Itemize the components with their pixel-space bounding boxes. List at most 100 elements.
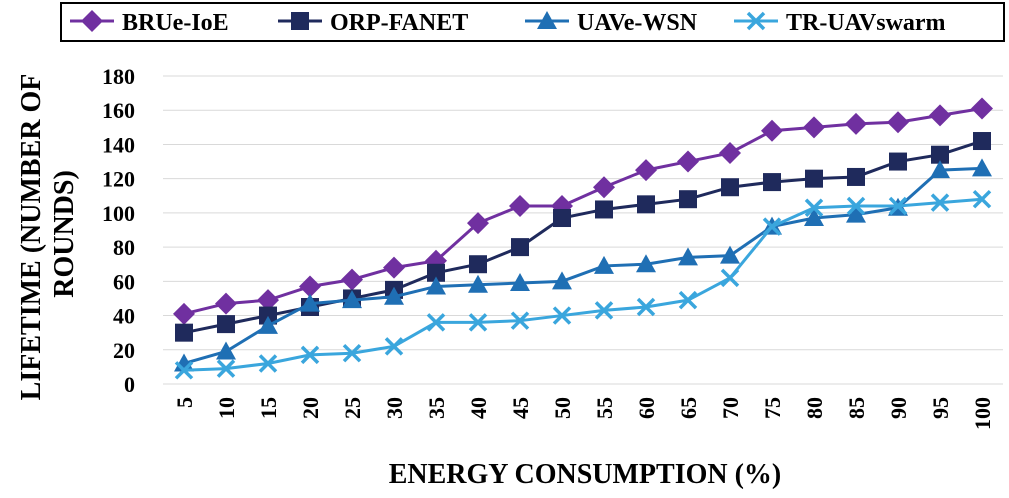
data-point [259, 306, 277, 325]
data-point [174, 361, 194, 380]
x-tick-label: 60 [634, 397, 659, 419]
data-point [593, 176, 615, 199]
data-point [510, 311, 530, 330]
data-point [971, 97, 993, 120]
x-tick-label: 25 [340, 397, 365, 419]
data-point [509, 195, 531, 218]
data-point [804, 198, 824, 217]
data-point [846, 196, 866, 216]
y-tick-label: 100 [102, 201, 135, 226]
data-point [677, 150, 699, 173]
y-tick-label: 120 [102, 167, 135, 192]
data-point [467, 212, 489, 235]
y-tick-label: 80 [113, 235, 135, 260]
data-point [383, 256, 405, 279]
legend-item: BRUe-IoE [70, 10, 229, 36]
data-point [215, 292, 237, 315]
x-tick-label: 20 [298, 397, 323, 419]
x-tick-label: 35 [424, 397, 449, 419]
y-tick-label: 160 [102, 98, 135, 123]
data-point [300, 345, 320, 365]
data-point [972, 158, 992, 177]
x-tick-label: 75 [760, 397, 785, 419]
data-point [845, 112, 867, 135]
series-uave-wsn [174, 158, 992, 372]
series-line [183, 197, 983, 372]
data-point [216, 341, 236, 360]
data-point [929, 104, 951, 127]
x-axis-ticks: 5 10 15 20 25 30 35 40 45 50 55 60 65 70 75 80 85 90 95 100 [172, 397, 995, 430]
x-tick-label: 5 [172, 397, 197, 408]
data-point [511, 238, 529, 257]
x-tick-label: 10 [214, 397, 239, 419]
x-tick-label: 80 [802, 397, 827, 419]
x-tick-label: 70 [718, 397, 743, 419]
data-point [341, 268, 363, 291]
data-point [594, 255, 614, 274]
data-point [889, 152, 907, 171]
x-tick-label: 95 [928, 397, 953, 419]
data-point [216, 359, 236, 378]
data-point [805, 169, 823, 188]
data-point [595, 200, 613, 219]
data-point [678, 247, 698, 266]
legend-label: BRUe-IoE [122, 10, 229, 36]
data-point [384, 286, 404, 305]
legend-marker [537, 11, 557, 29]
data-point [762, 217, 782, 236]
y-tick-label: 60 [113, 269, 135, 294]
data-point [342, 343, 362, 363]
data-point [973, 132, 991, 151]
data-point [553, 209, 571, 228]
data-point [804, 208, 824, 227]
data-point [930, 160, 950, 179]
legend-label: UAVe-WSN [577, 10, 698, 36]
data-point [931, 145, 949, 164]
series-group [173, 97, 993, 380]
legend-label: ORP-FANET [330, 10, 468, 36]
series-brue-ioe [173, 97, 993, 325]
data-point [510, 273, 530, 292]
x-axis-title: ENERGY CONSUMPTION (%) [389, 459, 782, 490]
data-point [761, 119, 783, 142]
data-point [888, 196, 908, 216]
x-tick-label: 85 [844, 397, 869, 419]
data-point [803, 116, 825, 139]
legend: BRUe-IoE ORP-FANET UAVe-WSN TR-UAVswarm [70, 10, 946, 36]
x-tick-label: 55 [592, 397, 617, 419]
data-point [468, 274, 488, 293]
data-point [258, 315, 278, 334]
data-point [636, 297, 656, 317]
data-point [552, 271, 572, 290]
y-tick-label: 180 [102, 64, 135, 89]
data-point [594, 301, 614, 320]
x-tick-label: 30 [382, 397, 407, 419]
y-axis-title-line-2: ROUNDS) [49, 170, 80, 298]
x-tick-label: 65 [676, 397, 701, 419]
data-point [635, 159, 657, 182]
data-point [258, 354, 278, 373]
data-point [887, 111, 909, 134]
legend-item: TR-UAVswarm [734, 10, 946, 36]
y-tick-label: 140 [102, 132, 135, 157]
data-point [720, 245, 740, 264]
data-point [342, 290, 362, 309]
data-point [384, 337, 404, 356]
legend-marker [291, 12, 309, 30]
data-point [427, 263, 445, 282]
data-point [636, 254, 656, 273]
y-tick-label: 40 [113, 304, 135, 329]
series-tr-uavswarm [174, 189, 992, 380]
data-point [468, 313, 488, 332]
data-point [426, 313, 446, 332]
legend-marker [81, 10, 103, 32]
x-tick-label: 40 [466, 397, 491, 419]
data-point [720, 268, 740, 288]
y-axis-ticks: 0 20 40 60 80 100 120 140 160 180 [102, 64, 135, 397]
x-tick-label: 50 [550, 397, 575, 419]
data-point [426, 276, 446, 295]
legend-item: UAVe-WSN [525, 10, 698, 36]
series-line [183, 166, 983, 365]
y-axis-title: LIFETIME (NUMBER OF ROUNDS) [16, 68, 80, 401]
